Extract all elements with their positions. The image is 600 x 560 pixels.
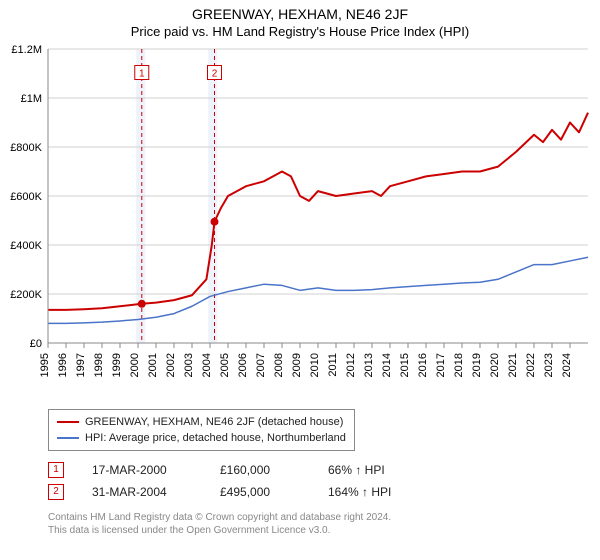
- svg-text:2000: 2000: [129, 353, 141, 377]
- svg-text:2020: 2020: [489, 353, 501, 377]
- svg-text:2009: 2009: [291, 353, 303, 377]
- legend-swatch: [57, 437, 79, 439]
- svg-text:2007: 2007: [255, 353, 267, 377]
- svg-text:2006: 2006: [237, 353, 249, 377]
- transaction-date: 17-MAR-2000: [92, 459, 192, 481]
- legend-row: HPI: Average price, detached house, Nort…: [57, 430, 346, 446]
- svg-text:£1M: £1M: [21, 93, 42, 105]
- chart-area: £0 £200K £400K £600K £800K £1M £1.2M 1 2 1995 1996…: [0, 43, 600, 403]
- legend-swatch: [57, 421, 79, 423]
- svg-text:2022: 2022: [525, 353, 537, 377]
- svg-text:£600K: £600K: [10, 191, 42, 203]
- svg-text:2018: 2018: [453, 353, 465, 377]
- svg-text:2023: 2023: [543, 353, 555, 377]
- svg-text:2016: 2016: [417, 353, 429, 377]
- svg-text:2005: 2005: [219, 353, 231, 377]
- svg-text:1997: 1997: [75, 353, 87, 377]
- svg-text:2017: 2017: [435, 353, 447, 377]
- svg-text:1: 1: [139, 69, 145, 80]
- footnote-line: Contains HM Land Registry data © Crown c…: [48, 511, 600, 524]
- svg-text:2004: 2004: [201, 353, 213, 377]
- transaction-row: 1 17-MAR-2000 £160,000 66% ↑ HPI: [48, 459, 600, 481]
- svg-text:2010: 2010: [309, 353, 321, 377]
- svg-text:2013: 2013: [363, 353, 375, 377]
- svg-text:£800K: £800K: [10, 142, 42, 154]
- transaction-delta: 164% ↑ HPI: [328, 481, 391, 503]
- legend-label: GREENWAY, HEXHAM, NE46 2JF (detached hou…: [85, 414, 343, 430]
- transaction-table: 1 17-MAR-2000 £160,000 66% ↑ HPI 2 31-MAR-200…: [48, 459, 600, 503]
- svg-text:2024: 2024: [561, 353, 573, 377]
- transaction-badge: 2: [48, 484, 64, 500]
- legend-row: GREENWAY, HEXHAM, NE46 2JF (detached hou…: [57, 414, 346, 430]
- svg-text:2001: 2001: [147, 353, 159, 377]
- footnote-line: This data is licensed under the Open Gov…: [48, 524, 600, 537]
- svg-text:2008: 2008: [273, 353, 285, 377]
- svg-text:£400K: £400K: [10, 240, 42, 252]
- line-chart-svg: £0 £200K £400K £600K £800K £1M £1.2M 1 2 1995 1996…: [0, 43, 600, 403]
- legend-box: GREENWAY, HEXHAM, NE46 2JF (detached hou…: [48, 409, 355, 451]
- svg-text:£0: £0: [30, 338, 42, 350]
- transaction-price: £495,000: [220, 481, 300, 503]
- svg-text:2: 2: [212, 69, 218, 80]
- chart-title: GREENWAY, HEXHAM, NE46 2JF: [0, 0, 600, 22]
- svg-text:£1.2M: £1.2M: [11, 44, 42, 56]
- transaction-date: 31-MAR-2004: [92, 481, 192, 503]
- svg-text:2002: 2002: [165, 353, 177, 377]
- svg-text:£200K: £200K: [10, 289, 42, 301]
- svg-text:2015: 2015: [399, 353, 411, 377]
- footnote: Contains HM Land Registry data © Crown c…: [48, 511, 600, 537]
- svg-text:1999: 1999: [111, 353, 123, 377]
- legend-label: HPI: Average price, detached house, Nort…: [85, 430, 346, 446]
- svg-text:2019: 2019: [471, 353, 483, 377]
- transaction-row: 2 31-MAR-2004 £495,000 164% ↑ HPI: [48, 481, 600, 503]
- svg-text:2021: 2021: [507, 353, 519, 377]
- transaction-delta: 66% ↑ HPI: [328, 459, 385, 481]
- svg-text:2011: 2011: [327, 353, 339, 377]
- transaction-badge: 1: [48, 462, 64, 478]
- svg-text:2003: 2003: [183, 353, 195, 377]
- transaction-price: £160,000: [220, 459, 300, 481]
- svg-text:1995: 1995: [39, 353, 51, 377]
- svg-text:1998: 1998: [93, 353, 105, 377]
- svg-text:1996: 1996: [57, 353, 69, 377]
- svg-text:2012: 2012: [345, 353, 357, 377]
- chart-subtitle: Price paid vs. HM Land Registry's House …: [0, 22, 600, 43]
- svg-text:2014: 2014: [381, 353, 393, 377]
